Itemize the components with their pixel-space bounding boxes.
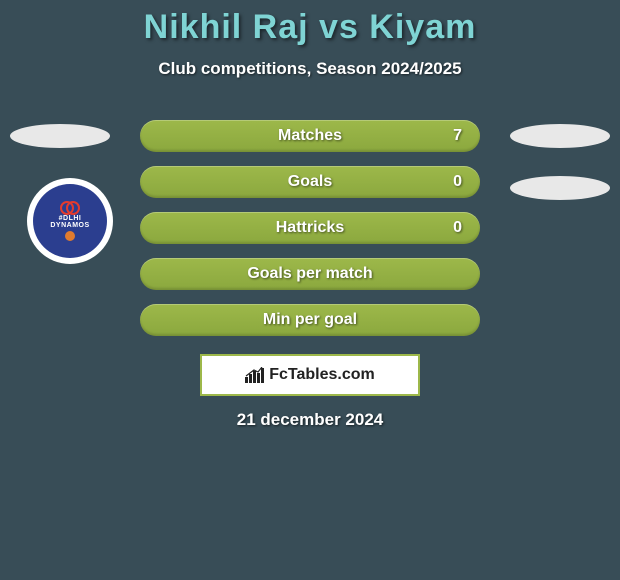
stat-label: Matches [140, 120, 480, 152]
player-right-placeholder-2 [510, 176, 610, 200]
club-badge: #DLHI DYNAMOS [27, 178, 113, 264]
club-badge-inner: #DLHI DYNAMOS [33, 184, 107, 258]
stat-label: Min per goal [140, 304, 480, 336]
bar-chart-icon [245, 367, 265, 383]
badge-knot-icon [61, 201, 79, 213]
badge-line2: DYNAMOS [50, 222, 89, 229]
badge-text: #DLHI DYNAMOS [50, 215, 89, 229]
stat-value: 7 [453, 120, 462, 152]
date-text: 21 december 2024 [0, 410, 620, 430]
stat-bar-hattricks: Hattricks 0 [140, 212, 480, 244]
stat-label: Goals per match [140, 258, 480, 290]
badge-line1: #DLHI [50, 215, 89, 222]
player-right-placeholder [510, 124, 610, 148]
stat-label: Goals [140, 166, 480, 198]
brand-text: FcTables.com [269, 366, 375, 384]
stat-value: 0 [453, 212, 462, 244]
badge-ball-icon [65, 231, 75, 241]
page-title: Nikhil Raj vs Kiyam [0, 0, 620, 47]
stat-label: Hattricks [140, 212, 480, 244]
player-left-placeholder [10, 124, 110, 148]
brand-box: FcTables.com [200, 354, 420, 396]
stat-bar-matches: Matches 7 [140, 120, 480, 152]
subtitle: Club competitions, Season 2024/2025 [0, 59, 620, 79]
stats-bars: Matches 7 Goals 0 Hattricks 0 Goals per … [140, 120, 480, 350]
stat-bar-goals: Goals 0 [140, 166, 480, 198]
stat-value: 0 [453, 166, 462, 198]
stat-bar-goals-per-match: Goals per match [140, 258, 480, 290]
stat-bar-min-per-goal: Min per goal [140, 304, 480, 336]
